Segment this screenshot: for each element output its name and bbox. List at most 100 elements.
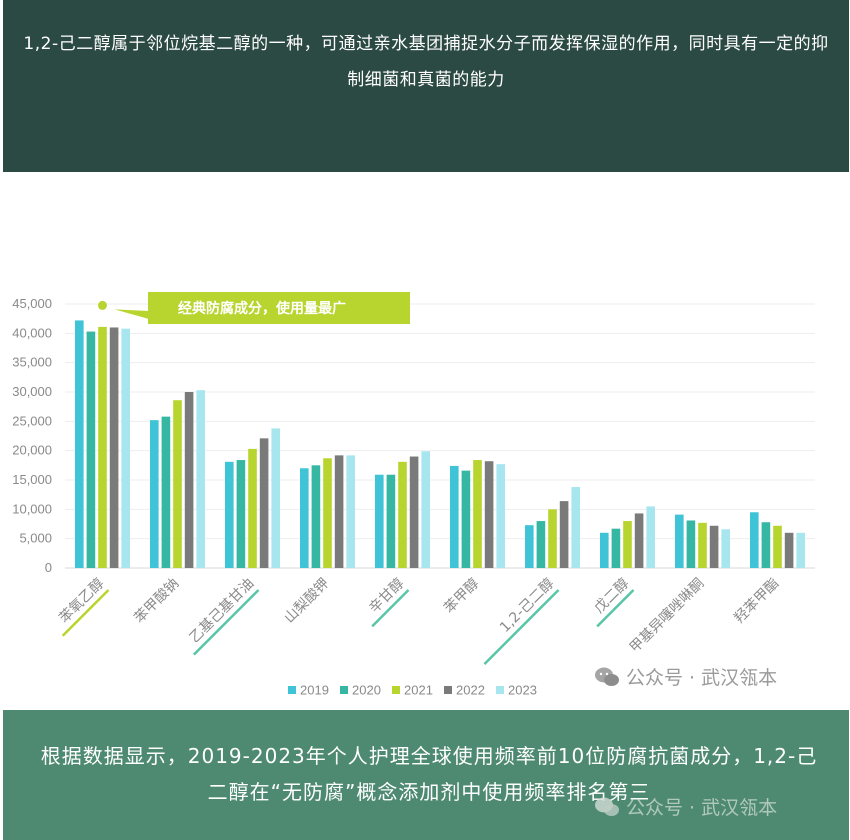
bars [75, 320, 805, 568]
legend-label: 2019 [300, 683, 329, 698]
bar-2019 [150, 420, 159, 568]
bar-2019 [75, 320, 84, 568]
bar-2020 [761, 522, 771, 568]
x-tick-label: 苯甲酸钠 [131, 575, 183, 627]
bar-2020 [161, 416, 171, 568]
y-tick-label: 10,000 [12, 501, 52, 516]
x-tick-label: 山梨酸钾 [281, 576, 332, 627]
footer-banner: 根据数据显示，2019-2023年个人护理全球使用频率前10位防腐抗菌成分，1,… [3, 710, 849, 840]
bar-2021 [773, 525, 782, 568]
y-tick-label: 15,000 [12, 472, 52, 487]
bar-2019 [750, 512, 759, 568]
bar-2022 [634, 513, 644, 568]
x-tick-label: 甲基异噻唑啉酮 [626, 575, 707, 656]
bar-2022 [484, 461, 494, 568]
footer-text: 根据数据显示，2019-2023年个人护理全球使用频率前10位防腐抗菌成分，1,… [40, 744, 818, 804]
bar-2022 [409, 456, 419, 568]
header-banner: 1,2-己二醇属于邻位烷基二醇的一种，可通过亲水基团捕捉水分子而发挥保湿的作用，… [3, 0, 849, 172]
wechat-icon [595, 667, 619, 686]
legend-swatch-2022 [444, 686, 452, 694]
y-tick-label: 25,000 [12, 413, 52, 428]
bar-2021 [323, 458, 332, 568]
legend: 2019 2020 2021 2022 2023 [288, 683, 537, 698]
watermark-text: 公众号 · 武汉瓴本 [626, 797, 778, 819]
bar-2020 [461, 470, 471, 568]
bar-2023 [496, 464, 505, 568]
legend-label: 2020 [352, 683, 381, 698]
bar-2023 [196, 390, 205, 568]
annotation-dot [98, 300, 107, 310]
bar-2022 [259, 438, 269, 568]
y-tick-label: 0 [45, 560, 52, 575]
watermark-text: 公众号 · 武汉瓴本 [626, 667, 778, 689]
x-tick-label: 苯甲醇 [441, 575, 483, 617]
bar-2020 [686, 520, 696, 568]
annotation: 经典防腐成分，使用量最广 [98, 292, 410, 324]
bar-2021 [623, 521, 632, 568]
bar-2022 [109, 327, 119, 568]
watermark: 公众号 · 武汉瓴本 [594, 663, 777, 690]
bar-2020 [611, 528, 621, 568]
x-label-underline [596, 589, 635, 628]
annotation-pointer [114, 309, 149, 319]
bar-2020 [536, 521, 546, 568]
y-axis-ticks: 0 5,000 10,000 15,000 20,000 25,000 30,000 35,0… [12, 296, 52, 575]
x-tick-label: 乙基己基甘油 [186, 575, 257, 646]
bar-2023 [721, 529, 730, 568]
y-tick-label: 5,000 [19, 531, 52, 546]
bar-chart: 0 5,000 10,000 15,000 20,000 25,000 30,000 35,0… [12, 292, 815, 698]
bar-2019 [525, 525, 534, 568]
bar-2022 [334, 455, 344, 568]
bar-2020 [236, 460, 246, 568]
x-tick-label: 1,2-己二醇 [496, 575, 557, 636]
x-axis-labels: 苯氧乙醇 苯甲酸钠 乙基己基甘油 山梨酸钾 辛甘醇 苯甲醇 1,2-己二醇 戊二醇甲基异噻唑啉… [56, 575, 783, 665]
legend-swatch-2023 [496, 686, 504, 694]
legend-label: 2021 [404, 683, 433, 698]
y-tick-label: 45,000 [12, 296, 52, 311]
legend-swatch-2021 [392, 686, 400, 694]
annotation-box [148, 292, 410, 324]
legend-label: 2023 [508, 683, 537, 698]
y-tick-label: 20,000 [12, 443, 52, 458]
bar-2019 [225, 461, 234, 568]
legend-swatch-2020 [340, 686, 348, 694]
x-label-underline [192, 589, 260, 656]
bar-2023 [421, 451, 430, 568]
bar-2019 [375, 474, 384, 568]
x-label-underline [371, 589, 410, 628]
annotation-label: 经典防腐成分，使用量最广 [178, 300, 346, 317]
bar-2019 [450, 465, 459, 568]
bar-2023 [271, 428, 280, 568]
bar-2023 [121, 328, 130, 568]
bar-2021 [398, 461, 407, 568]
bar-2021 [173, 400, 182, 568]
bar-2021 [698, 522, 707, 568]
bar-2020 [386, 474, 396, 568]
y-tick-label: 30,000 [12, 384, 52, 399]
bar-2022 [784, 532, 794, 568]
x-label-underline [483, 589, 560, 665]
bar-2021 [548, 509, 557, 568]
bar-2022 [709, 525, 719, 568]
y-tick-label: 35,000 [12, 355, 52, 370]
wechat-icon [595, 797, 619, 816]
bar-2022 [184, 392, 194, 568]
bar-2019 [300, 468, 309, 568]
legend-label: 2022 [456, 683, 485, 698]
bar-2023 [346, 455, 355, 568]
x-label-underline [61, 589, 110, 637]
bar-2023 [571, 487, 580, 568]
x-tick-label: 羟苯甲酯 [731, 575, 783, 627]
bar-2020 [86, 331, 96, 568]
y-tick-label: 40,000 [12, 325, 52, 340]
header-text: 1,2-己二醇属于邻位烷基二醇的一种，可通过亲水基团捕捉水分子而发挥保湿的作用，… [23, 34, 829, 90]
bar-2023 [646, 506, 655, 568]
legend-swatch-2019 [288, 686, 296, 694]
bar-2022 [559, 501, 569, 568]
bar-2020 [311, 465, 321, 568]
bar-2023 [796, 532, 805, 568]
bar-2021 [473, 460, 482, 568]
watermark-overlay: 公众号 · 武汉瓴本 [594, 793, 777, 820]
bar-2019 [600, 532, 609, 568]
bar-2021 [248, 448, 257, 568]
